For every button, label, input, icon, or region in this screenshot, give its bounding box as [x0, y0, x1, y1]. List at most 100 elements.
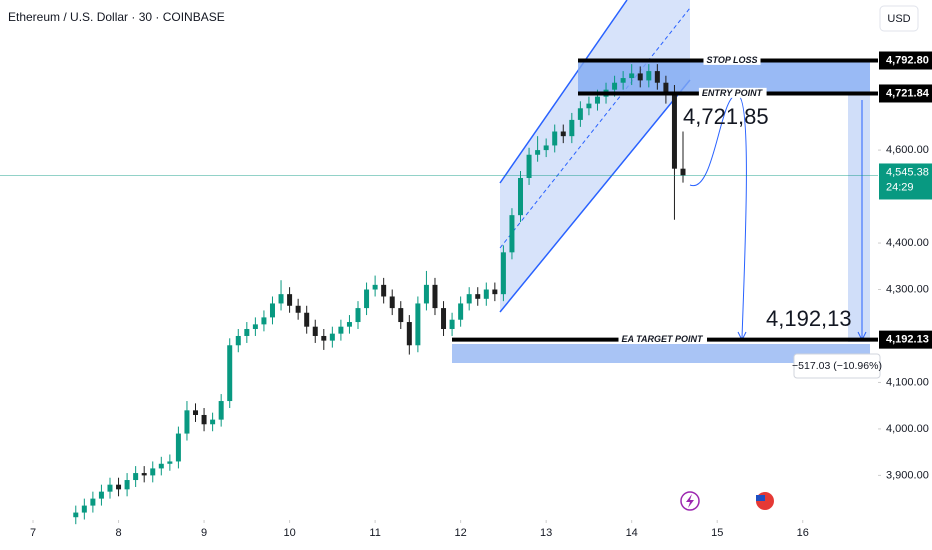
- candle-body: [671, 92, 677, 169]
- candle-body: [107, 484, 113, 492]
- candle-body: [304, 312, 310, 327]
- candle-body: [423, 284, 429, 304]
- candle-body: [594, 96, 600, 104]
- candle-body: [441, 308, 447, 330]
- candle-body: [184, 410, 190, 434]
- measure-zone: [848, 94, 870, 342]
- x-tick-label: 11: [369, 527, 380, 539]
- last-price-box: [879, 163, 932, 200]
- level-name-bg: [703, 54, 761, 65]
- candle-body: [329, 333, 335, 341]
- candle-body: [466, 294, 472, 304]
- y-tick-label: 4,600.00: [886, 144, 929, 156]
- candle-body: [475, 294, 481, 299]
- x-tick-label: 16: [797, 527, 809, 539]
- candle-body: [193, 410, 199, 415]
- candle-body: [646, 71, 652, 81]
- y-tick-label: 4,100.00: [886, 376, 929, 388]
- candle-body: [133, 473, 139, 481]
- level-name-bg: [618, 334, 708, 345]
- y-tick-label: 4,000.00: [886, 423, 929, 435]
- x-tick-label: 7: [30, 527, 36, 539]
- candle-body: [449, 319, 455, 330]
- candle-body: [81, 505, 87, 513]
- candle-body: [543, 145, 549, 151]
- measure-label: −517.03 (−10.96%): [792, 360, 882, 372]
- currency-button[interactable]: [879, 5, 919, 32]
- candle-body: [321, 335, 327, 341]
- candle-body: [346, 322, 352, 327]
- candle-body: [586, 103, 592, 109]
- channel-mid: [499, 7, 691, 249]
- level-name: STOP LOSS: [706, 55, 757, 65]
- countdown-label: 24:29: [886, 181, 914, 193]
- candle-body: [680, 168, 686, 176]
- currency-label[interactable]: USD: [887, 13, 910, 25]
- candle-body: [278, 294, 284, 304]
- candle-body: [141, 473, 147, 476]
- candle-body: [252, 324, 258, 330]
- candle-body: [526, 154, 532, 178]
- target-annotation: 4,192,13: [766, 306, 852, 331]
- candle-body: [167, 461, 173, 464]
- candle-body: [569, 119, 575, 137]
- candle-body: [201, 414, 207, 425]
- candle-body: [620, 78, 626, 83]
- entry-annotation: 4,721,85: [683, 104, 769, 129]
- candle-body: [552, 131, 558, 146]
- candle-body: [398, 308, 404, 323]
- candle-body: [654, 71, 660, 83]
- candle-body: [389, 296, 395, 309]
- level-price-box: [879, 330, 932, 349]
- measure-box: [793, 353, 881, 379]
- level-price-box: [879, 51, 932, 70]
- channel-bottom: [499, 79, 691, 313]
- candle-body: [629, 73, 635, 79]
- y-tick-label: 4,400.00: [886, 237, 929, 249]
- level-price-label: 4,721.84: [886, 87, 930, 99]
- candle-body: [227, 345, 233, 402]
- candle-body: [483, 289, 489, 299]
- level-name: ENTRY POINT: [702, 88, 764, 98]
- candle-body: [364, 289, 370, 309]
- candle-body: [518, 177, 524, 216]
- candle-body: [338, 326, 344, 334]
- symbol-title: Ethereum / U.S. Dollar · 30 · COINBASE: [8, 10, 225, 24]
- y-tick-label: 4,300.00: [886, 283, 929, 295]
- candle-body: [235, 335, 241, 346]
- candle-body: [124, 480, 130, 490]
- x-tick-label: 13: [540, 527, 552, 539]
- candle-body: [458, 303, 464, 320]
- level-name: EA TARGET POINT: [622, 334, 705, 344]
- candle-body: [500, 252, 506, 295]
- projection-path: [689, 94, 747, 339]
- candle-body: [244, 329, 250, 336]
- candle-body: [210, 419, 216, 425]
- candle-body: [295, 305, 301, 313]
- candle-body: [560, 131, 566, 137]
- candle-body: [116, 484, 122, 490]
- level-name-bg: [698, 87, 767, 98]
- candle-body: [509, 215, 515, 253]
- candle-body: [406, 322, 412, 346]
- x-tick-label: 12: [455, 527, 467, 539]
- x-tick-label: 14: [626, 527, 638, 539]
- candle-body: [535, 150, 541, 155]
- x-tick-label: 8: [115, 527, 121, 539]
- candle-body: [287, 294, 293, 306]
- candle-body: [637, 73, 643, 81]
- candle-body: [355, 308, 361, 323]
- level-price-label: 4,192.13: [886, 334, 929, 346]
- candle-body: [312, 326, 318, 336]
- candle-body: [90, 498, 96, 506]
- event-icon-bolt: [686, 494, 694, 508]
- x-tick-label: 9: [201, 527, 207, 539]
- candle-body: [158, 463, 164, 469]
- x-tick-label: 10: [283, 527, 295, 539]
- candle-body: [492, 289, 498, 295]
- candle-body: [218, 401, 224, 420]
- candle-body: [381, 284, 387, 297]
- candle-body: [663, 82, 669, 93]
- flag-canton: [756, 495, 765, 501]
